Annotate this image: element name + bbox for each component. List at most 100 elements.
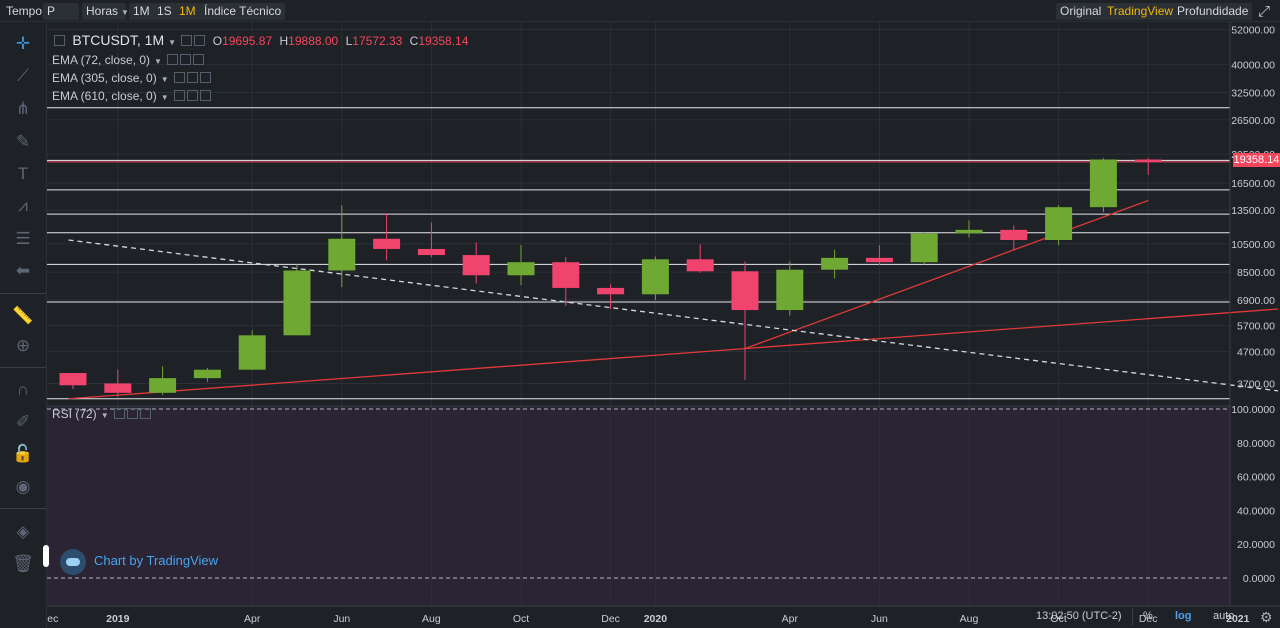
- interval-button-1mo[interactable]: 1M: [175, 3, 200, 20]
- text-icon[interactable]: T: [17, 164, 29, 183]
- candle-down[interactable]: [373, 238, 401, 249]
- layers-icon[interactable]: ◈: [16, 522, 30, 541]
- auto-scale-button[interactable]: auto: [1213, 610, 1235, 622]
- time-tick-label: Oct: [1050, 613, 1066, 625]
- crosshair-icon[interactable]: ✛: [15, 34, 31, 53]
- eye-icon[interactable]: ◉: [15, 477, 31, 496]
- interval-button-1m[interactable]: 1M: [129, 3, 154, 20]
- gear-icon[interactable]: [194, 35, 206, 46]
- indicator-button[interactable]: Índice Técnico: [200, 3, 286, 20]
- lock-icon[interactable]: 🔓: [12, 444, 34, 463]
- fib-icon[interactable]: ☰: [15, 229, 31, 248]
- chevron-down-icon: ▼: [121, 8, 129, 17]
- zoom-in-icon[interactable]: ⊕: [15, 336, 31, 355]
- candle-up[interactable]: [1089, 159, 1117, 208]
- lock-draw-icon[interactable]: ✐: [15, 412, 31, 431]
- price-tick-label: 10500.00: [1231, 239, 1275, 251]
- candle-up[interactable]: [821, 257, 849, 270]
- gear-icon[interactable]: [180, 54, 192, 65]
- chevron-down-icon[interactable]: ▼: [160, 93, 169, 102]
- eye-icon[interactable]: [173, 90, 185, 101]
- candle-down[interactable]: [552, 262, 580, 288]
- toolbar-divider: [0, 508, 46, 509]
- time-axis[interactable]: Dec 2019 Apr Jun Aug Oct Dec 2020 Apr Jun Aug Oct De…: [47, 613, 1250, 625]
- gear-icon[interactable]: [126, 408, 138, 419]
- ema-610-legend[interactable]: EMA (610, close, 0) ▼: [52, 89, 211, 103]
- pane-resize-handle[interactable]: [43, 545, 49, 567]
- candle-down[interactable]: [59, 373, 87, 386]
- price-chart[interactable]: 52000.0040000.0032500.0026500.0020500.00…: [47, 22, 1280, 628]
- symbol-title[interactable]: BTCUSDT, 1M: [72, 32, 165, 48]
- gear-icon[interactable]: [186, 90, 198, 101]
- chevron-down-icon[interactable]: ▼: [160, 75, 169, 84]
- trend-line[interactable]: [68, 308, 1279, 400]
- magnet-icon[interactable]: ∩: [16, 380, 30, 399]
- gear-icon[interactable]: [186, 72, 198, 83]
- settings-icon[interactable]: ⚙: [1260, 609, 1273, 625]
- candle-down[interactable]: [686, 259, 714, 272]
- rsi-legend[interactable]: RSI (72) ▼: [52, 407, 151, 421]
- ruler-icon[interactable]: 📏: [12, 306, 34, 325]
- trash-icon[interactable]: 🗑: [12, 554, 34, 573]
- view-depth-button[interactable]: Profundidade: [1173, 3, 1253, 20]
- settings-icon[interactable]: [181, 35, 193, 46]
- interval-button-1s[interactable]: 1S: [153, 3, 176, 20]
- view-original-button[interactable]: Original: [1056, 3, 1106, 20]
- candle-down[interactable]: [462, 255, 490, 276]
- candle-down[interactable]: [1000, 229, 1028, 240]
- chevron-down-icon[interactable]: ▼: [100, 411, 109, 420]
- symbol-select[interactable]: P: [43, 3, 79, 20]
- collapse-icon[interactable]: [54, 35, 65, 46]
- tradingview-watermark[interactable]: Chart by TradingView: [60, 548, 218, 575]
- candle-up[interactable]: [149, 378, 177, 393]
- view-tradingview-button[interactable]: TradingView: [1103, 3, 1178, 20]
- candle-up[interactable]: [641, 259, 669, 295]
- arrow-left-icon[interactable]: ⬅: [15, 261, 31, 280]
- log-scale-button[interactable]: log: [1175, 610, 1192, 622]
- ema-72-label: EMA (72, close, 0): [52, 53, 151, 67]
- fullscreen-icon[interactable]: ⤢: [1258, 3, 1271, 20]
- brush-icon[interactable]: ✎: [15, 132, 31, 151]
- high-value: 19888.00: [288, 34, 339, 48]
- pitchfork-icon[interactable]: ⋔: [15, 99, 31, 118]
- candle-down[interactable]: [731, 271, 759, 311]
- ema-305-legend[interactable]: EMA (305, close, 0) ▼: [52, 71, 211, 85]
- candle-down[interactable]: [1134, 159, 1162, 162]
- pattern-icon[interactable]: ⩘: [18, 196, 28, 215]
- candle-down[interactable]: [417, 248, 445, 256]
- price-axis[interactable]: 52000.0040000.0032500.0026500.0020500.00…: [1231, 25, 1275, 391]
- candle-up[interactable]: [507, 262, 535, 276]
- close-icon[interactable]: [139, 408, 151, 419]
- close-icon[interactable]: [199, 90, 211, 101]
- toolbar-divider: [0, 293, 46, 294]
- eye-icon[interactable]: [113, 408, 125, 419]
- time-tick-label: 2021: [1226, 613, 1250, 625]
- candle-up[interactable]: [910, 233, 938, 263]
- interval-select[interactable]: Horas ▼: [82, 3, 129, 20]
- close-icon[interactable]: [193, 54, 205, 65]
- eye-icon[interactable]: [173, 72, 185, 83]
- close-icon[interactable]: [199, 72, 211, 83]
- candle-down[interactable]: [104, 383, 132, 393]
- grid: [47, 22, 1230, 606]
- low-label: L: [345, 34, 353, 48]
- candle-up[interactable]: [328, 238, 356, 271]
- candle-up[interactable]: [955, 229, 983, 234]
- candle-up[interactable]: [776, 269, 804, 311]
- trend-line-icon[interactable]: ⟋: [17, 66, 29, 85]
- cloud-icon: [60, 548, 86, 575]
- candle-down[interactable]: [865, 257, 893, 263]
- candle-up[interactable]: [193, 369, 221, 379]
- chevron-down-icon[interactable]: ▼: [154, 57, 162, 66]
- candle-up[interactable]: [238, 335, 266, 370]
- rsi-axis[interactable]: 100.0000 80.0000 60.0000 40.0000 20.0000 0.00…: [1231, 404, 1275, 585]
- chevron-down-icon[interactable]: ▼: [168, 38, 177, 47]
- time-tick-label: Aug: [422, 613, 441, 625]
- ema-72-legend[interactable]: EMA (72, close, 0) ▼: [52, 53, 205, 67]
- candle-down[interactable]: [597, 287, 625, 295]
- percent-scale-button[interactable]: %: [1143, 610, 1153, 622]
- candle-up[interactable]: [283, 270, 311, 336]
- candle-up[interactable]: [1045, 207, 1073, 240]
- eye-icon[interactable]: [167, 54, 179, 65]
- trend-line[interactable]: [744, 199, 1149, 350]
